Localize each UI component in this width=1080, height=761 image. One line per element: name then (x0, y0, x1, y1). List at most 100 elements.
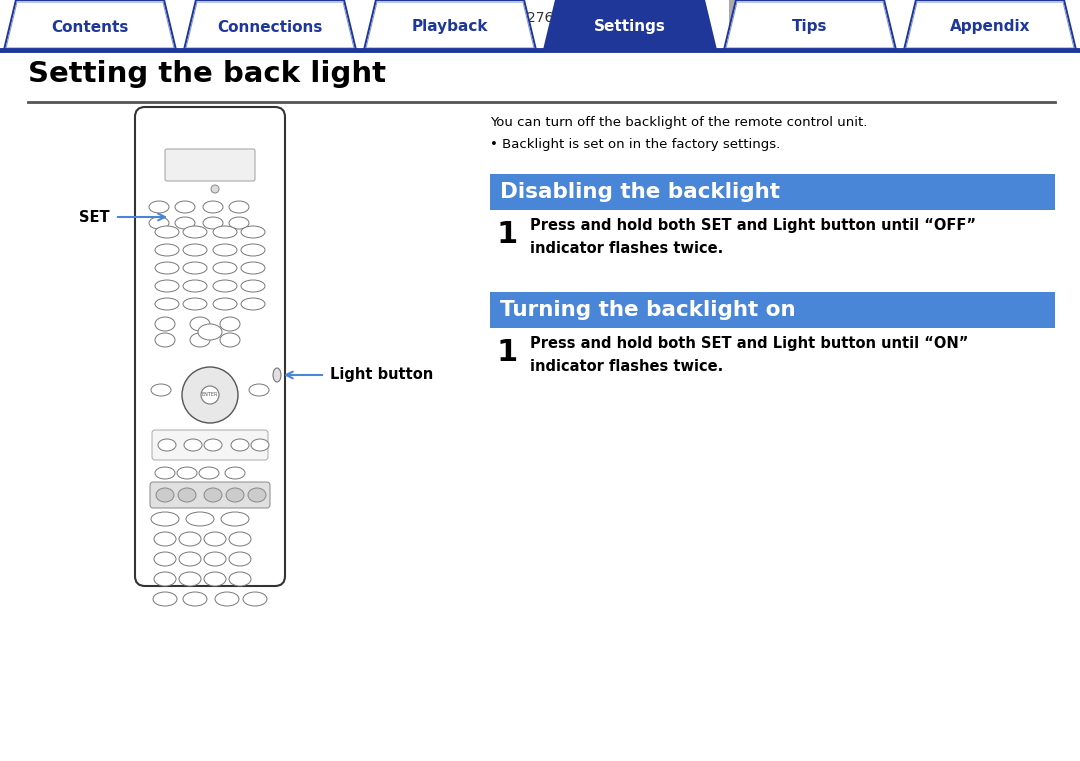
Ellipse shape (175, 201, 195, 213)
FancyBboxPatch shape (39, 0, 60, 38)
Ellipse shape (183, 280, 207, 292)
Text: Light button: Light button (330, 368, 433, 383)
Ellipse shape (213, 280, 237, 292)
Ellipse shape (179, 572, 201, 586)
FancyBboxPatch shape (414, 0, 436, 38)
Ellipse shape (204, 572, 226, 586)
Text: SET: SET (79, 209, 110, 224)
Ellipse shape (177, 467, 197, 479)
Ellipse shape (220, 317, 240, 331)
Ellipse shape (213, 244, 237, 256)
Polygon shape (904, 0, 1076, 50)
Ellipse shape (156, 262, 179, 274)
Ellipse shape (154, 572, 176, 586)
Text: Appendix: Appendix (949, 20, 1030, 34)
FancyBboxPatch shape (929, 0, 951, 38)
Ellipse shape (213, 298, 237, 310)
Ellipse shape (243, 592, 267, 606)
Ellipse shape (229, 201, 249, 213)
Ellipse shape (226, 488, 244, 502)
Ellipse shape (156, 333, 175, 347)
Ellipse shape (204, 439, 222, 451)
Ellipse shape (221, 512, 249, 526)
Text: Connections: Connections (217, 20, 323, 34)
Ellipse shape (248, 488, 266, 502)
FancyBboxPatch shape (490, 292, 1055, 328)
Ellipse shape (198, 324, 222, 340)
Ellipse shape (156, 226, 179, 238)
Text: • Backlight is set on in the factory settings.: • Backlight is set on in the factory set… (490, 138, 780, 151)
Text: 276: 276 (527, 11, 553, 25)
FancyBboxPatch shape (152, 430, 268, 460)
Ellipse shape (199, 467, 219, 479)
Ellipse shape (229, 217, 249, 229)
Ellipse shape (241, 262, 265, 274)
Text: Settings: Settings (594, 20, 666, 34)
Ellipse shape (156, 317, 175, 331)
Ellipse shape (251, 439, 269, 451)
Polygon shape (544, 0, 716, 50)
Ellipse shape (213, 262, 237, 274)
FancyBboxPatch shape (219, 0, 241, 38)
Text: You can turn off the backlight of the remote control unit.: You can turn off the backlight of the re… (490, 116, 867, 129)
FancyBboxPatch shape (729, 0, 751, 38)
Ellipse shape (241, 244, 265, 256)
FancyBboxPatch shape (124, 0, 146, 38)
Ellipse shape (149, 201, 168, 213)
Text: Press and hold both SET and Light button until “OFF”
indicator flashes twice.: Press and hold both SET and Light button… (530, 218, 976, 256)
Ellipse shape (229, 572, 251, 586)
Ellipse shape (225, 467, 245, 479)
FancyBboxPatch shape (1009, 0, 1031, 38)
Ellipse shape (154, 532, 176, 546)
Ellipse shape (158, 439, 176, 451)
Text: Playback: Playback (411, 20, 488, 34)
Ellipse shape (149, 217, 168, 229)
Ellipse shape (183, 262, 207, 274)
Polygon shape (4, 0, 176, 50)
Ellipse shape (154, 552, 176, 566)
Ellipse shape (215, 592, 239, 606)
Ellipse shape (183, 298, 207, 310)
Text: Tips: Tips (793, 20, 827, 34)
Text: Contents: Contents (52, 20, 129, 34)
Ellipse shape (190, 333, 210, 347)
FancyBboxPatch shape (135, 107, 285, 586)
Polygon shape (364, 0, 536, 50)
Ellipse shape (241, 298, 265, 310)
Ellipse shape (156, 467, 175, 479)
Ellipse shape (183, 592, 207, 606)
Ellipse shape (156, 280, 179, 292)
Text: Setting the back light: Setting the back light (28, 60, 386, 88)
FancyBboxPatch shape (639, 0, 661, 38)
Ellipse shape (201, 386, 219, 404)
Ellipse shape (153, 592, 177, 606)
Ellipse shape (229, 552, 251, 566)
Ellipse shape (156, 488, 174, 502)
Ellipse shape (175, 217, 195, 229)
Ellipse shape (156, 298, 179, 310)
Ellipse shape (183, 367, 238, 423)
Polygon shape (724, 0, 896, 50)
FancyBboxPatch shape (490, 174, 1055, 210)
Ellipse shape (203, 201, 222, 213)
Ellipse shape (204, 532, 226, 546)
Ellipse shape (204, 552, 226, 566)
Ellipse shape (241, 280, 265, 292)
Ellipse shape (183, 244, 207, 256)
Text: 1: 1 (496, 338, 517, 367)
Ellipse shape (241, 226, 265, 238)
Ellipse shape (231, 439, 249, 451)
FancyBboxPatch shape (150, 482, 270, 508)
Text: 1: 1 (496, 220, 517, 249)
FancyBboxPatch shape (165, 149, 255, 181)
Ellipse shape (151, 384, 171, 396)
Ellipse shape (213, 226, 237, 238)
Polygon shape (184, 0, 356, 50)
Text: Disabling the backlight: Disabling the backlight (500, 182, 780, 202)
Ellipse shape (183, 226, 207, 238)
Ellipse shape (203, 217, 222, 229)
Ellipse shape (190, 317, 210, 331)
Ellipse shape (179, 552, 201, 566)
Ellipse shape (249, 384, 269, 396)
Ellipse shape (179, 532, 201, 546)
